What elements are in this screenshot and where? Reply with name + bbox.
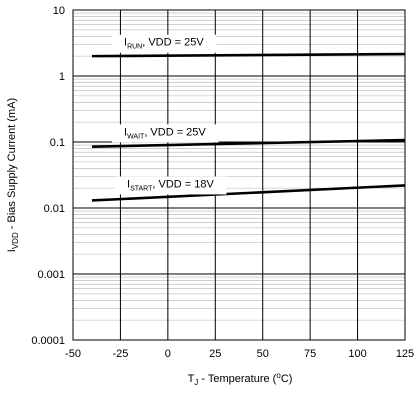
series-label-text: ISTART, VDD = 18V	[127, 178, 214, 192]
x-tick-label: 50	[257, 348, 269, 360]
y-tick-label: 0.001	[37, 269, 65, 281]
x-tick-label: -50	[65, 348, 81, 360]
series-lines	[91, 52, 406, 202]
series-label: IWAIT, VDD = 25V	[112, 124, 219, 143]
x-axis-title: TJ - Temperature (oC)	[188, 371, 293, 387]
x-tick-label: 0	[165, 348, 171, 360]
series-label-rest: , VDD = 18V	[152, 178, 214, 190]
series-label-main: I	[127, 178, 130, 190]
series-label-rest: , VDD = 25V	[144, 126, 206, 138]
series-line	[91, 138, 406, 148]
x-tick-label: 25	[209, 348, 221, 360]
y-axis-title: IVDD - Bias Supply Current (mA)	[6, 98, 20, 252]
x-tick-label: 100	[348, 348, 366, 360]
series-label-text: IRUN, VDD = 25V	[124, 37, 204, 51]
x-tick-label: -25	[112, 348, 128, 360]
series-line	[91, 184, 406, 202]
series-label-text: IWAIT, VDD = 25V	[124, 126, 206, 140]
series-label: IRUN, VDD = 25V	[112, 34, 217, 53]
y-tick-labels: 0.0001 0.001 0.01 0.1 1 10	[31, 5, 65, 347]
y-tick-label: 1	[59, 71, 65, 83]
series-label: ISTART, VDD = 18V	[115, 176, 227, 195]
series-label-main: I	[124, 37, 127, 49]
y-tick-label: 0.0001	[31, 335, 65, 347]
series-label-sub: RUN	[127, 44, 142, 51]
x-tick-labels: -50 -25 0 25 50 75 100 125	[65, 348, 414, 360]
series-line	[91, 52, 406, 58]
y-tick-label: 10	[53, 5, 65, 17]
grid	[72, 9, 406, 341]
y-tick-label: 0.01	[44, 203, 65, 215]
series-label-background	[115, 176, 227, 195]
series-label-sub: WAIT	[127, 133, 145, 140]
x-tick-label: 75	[304, 348, 316, 360]
series-label-sub: START	[130, 185, 153, 192]
x-tick-label: 125	[396, 348, 414, 360]
y-tick-label: 0.1	[50, 137, 65, 149]
series-label-background	[112, 124, 219, 143]
series-label-rest: , VDD = 25V	[142, 37, 204, 49]
plot-frame	[72, 9, 406, 341]
series-label-main: I	[124, 126, 127, 138]
series-label-background	[112, 34, 217, 53]
